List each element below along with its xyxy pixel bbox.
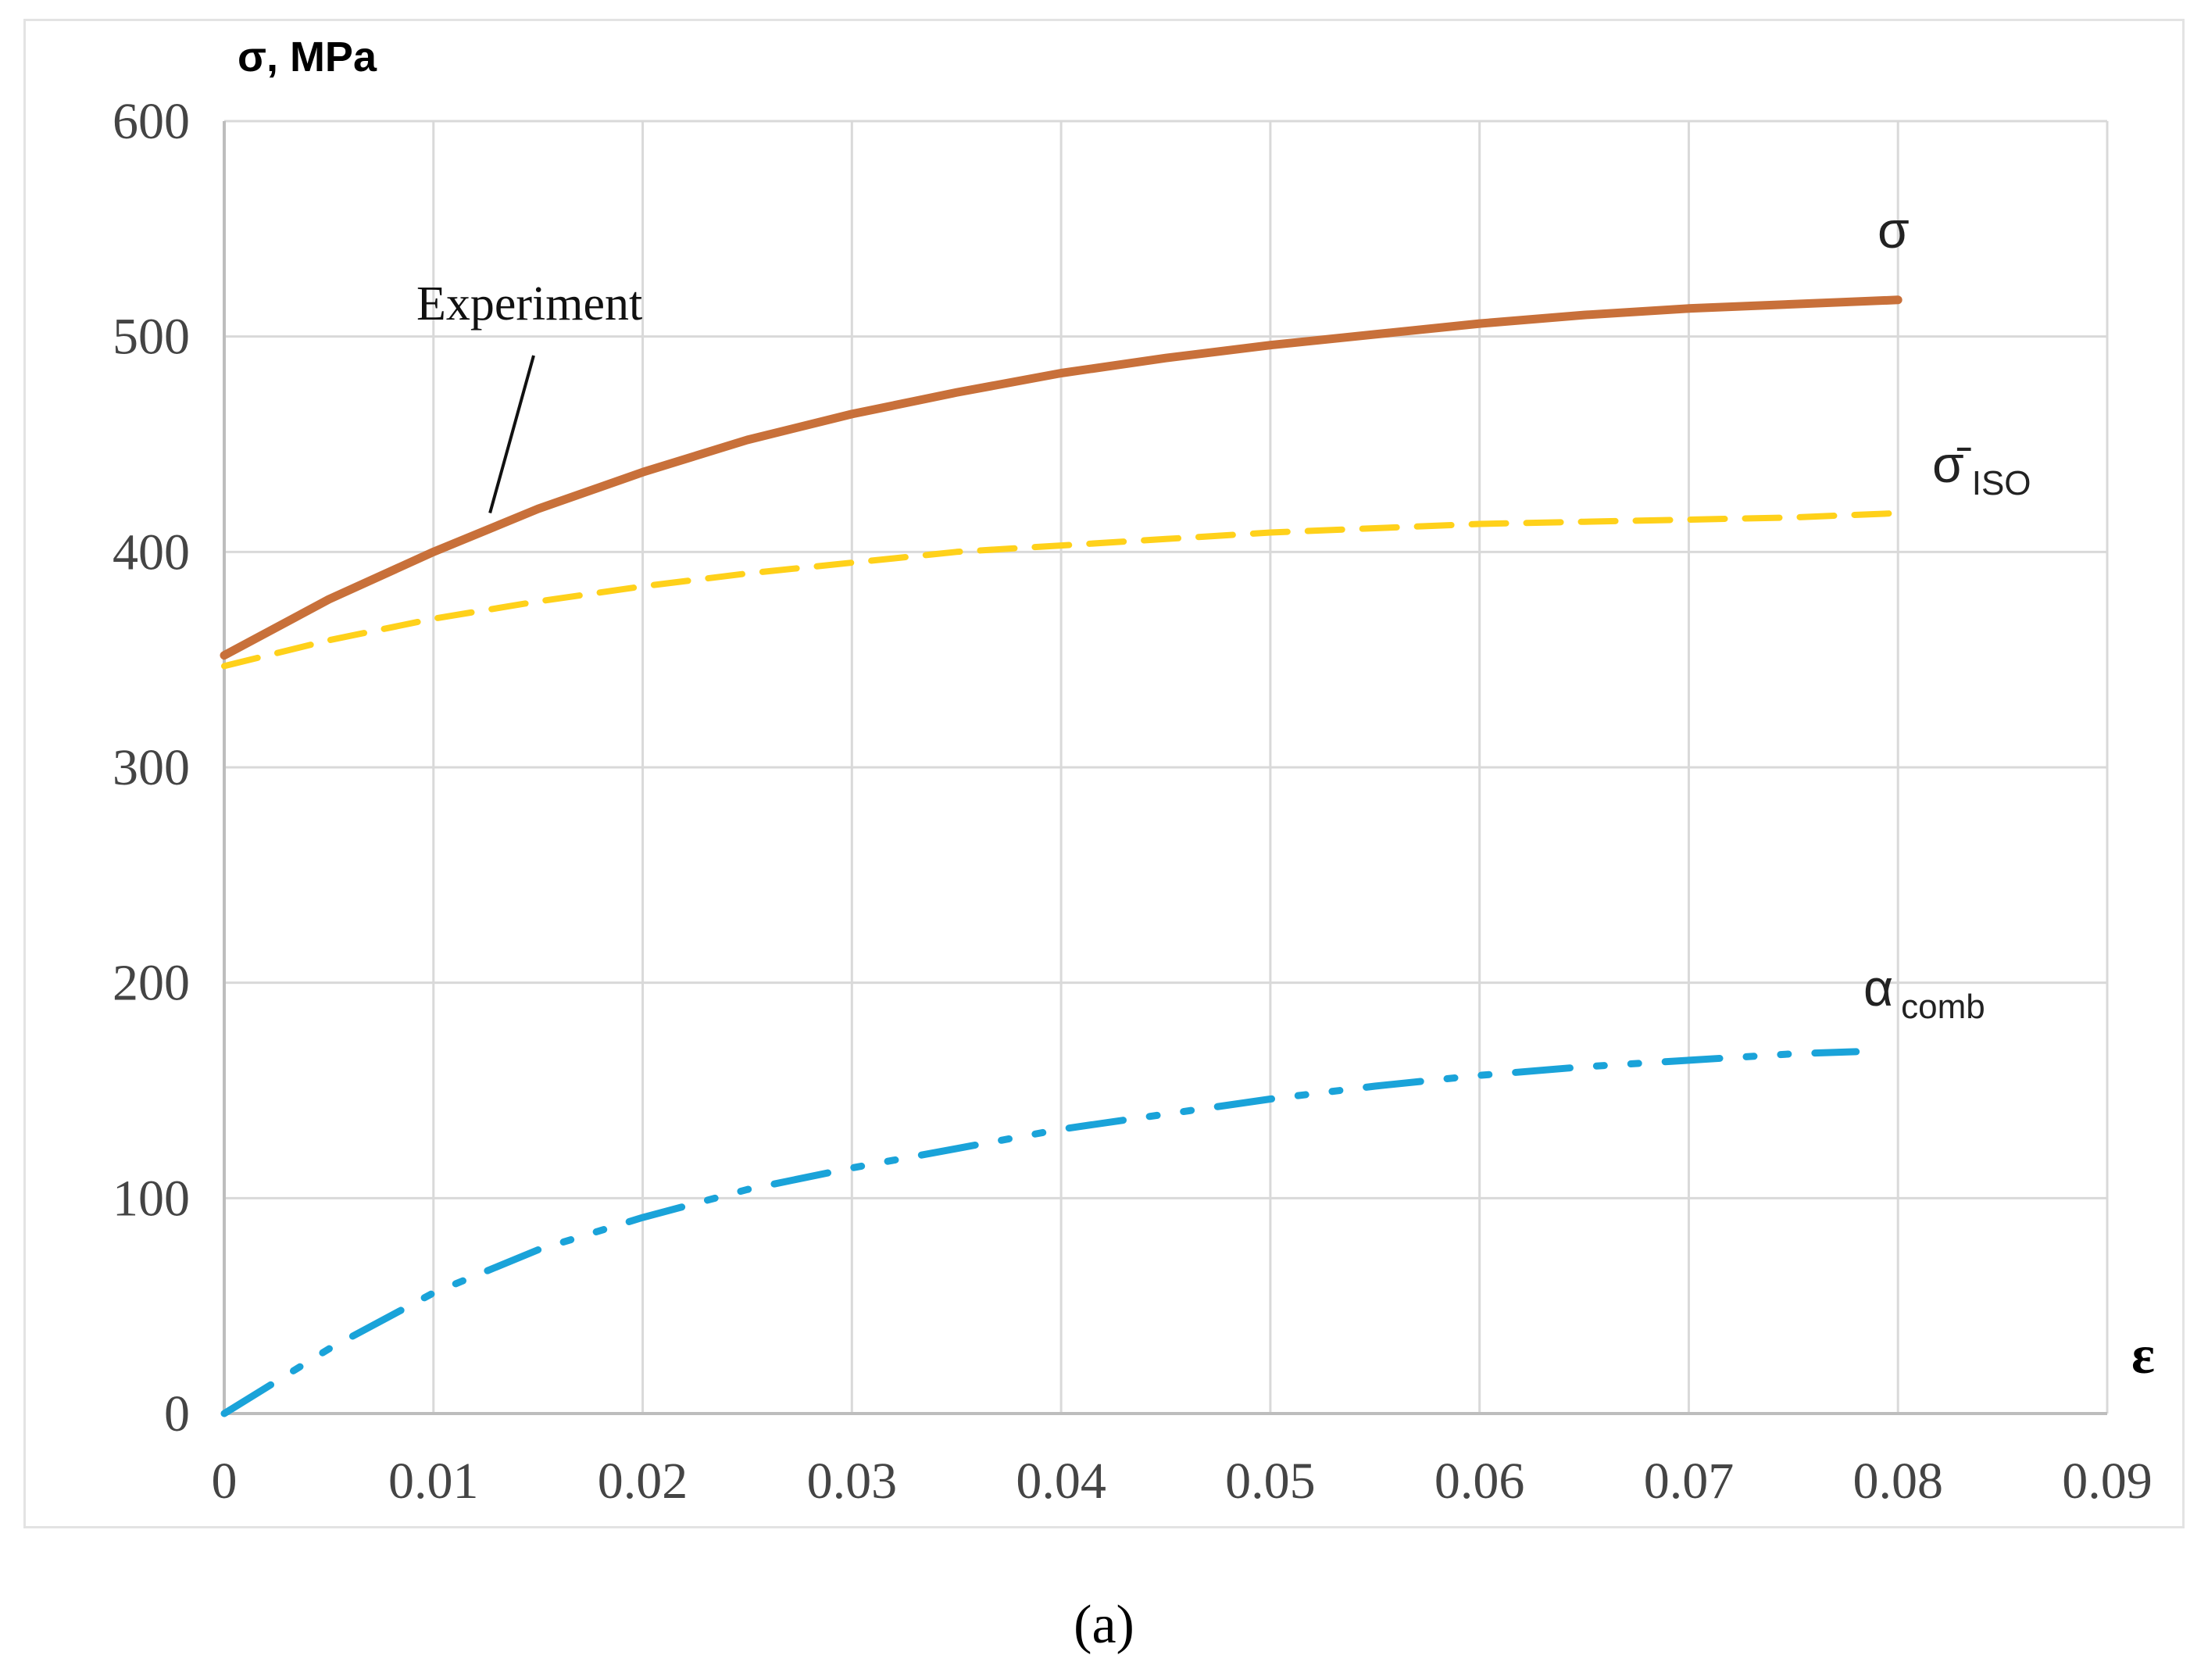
series-label-subscript: ISO [1972,464,2031,502]
annotation-text: Experiment [416,277,642,331]
y-axis-label: σ, MPa [238,34,377,80]
y-tick-label: 400 [113,524,190,581]
series-label: σ̄ ISO [1932,435,2031,502]
series-label: α comb [1863,959,1985,1026]
tick-labels: 0 0.01 0.02 0.03 0.04 0.05 0.06 0.07 0.08 0.09 0 10… [113,93,2153,1510]
series-label: σ [1878,201,1910,259]
x-tick-label: 0.09 [2062,1453,2153,1510]
series-line-dashed [221,509,1902,670]
y-tick-label: 600 [113,93,190,150]
x-tick-label: 0.07 [1644,1453,1735,1510]
x-tick-label: 0.03 [807,1453,898,1510]
y-tick-label: 500 [113,309,190,366]
x-tick-label: 0 [212,1453,238,1510]
x-tick-label: 0.01 [388,1453,479,1510]
x-tick-label: 0.04 [1016,1453,1106,1510]
series-line-dash-dot-dot [220,1048,1860,1417]
series-lines [220,295,1903,1417]
series-labels: σ σ̄ ISO α comb [1863,201,2031,1026]
grid [224,120,2109,1414]
y-tick-label: 200 [113,955,190,1012]
series-label-subscript: comb [1901,988,1985,1026]
y-tick-label: 0 [164,1385,190,1442]
annotation-leader-line [488,355,535,514]
annotations: Experiment [416,277,642,514]
x-tick-label: 0.08 [1853,1453,1943,1510]
y-tick-label: 300 [113,739,190,796]
x-axis-label: ε [2131,1325,2155,1385]
figure-caption: (a) [1074,1595,1134,1655]
y-tick-label: 100 [113,1170,190,1227]
plot-area: 0 0.01 0.02 0.03 0.04 0.05 0.06 0.07 0.08 0.09 0 10… [113,34,2155,1510]
x-tick-label: 0.05 [1225,1453,1316,1510]
x-tick-label: 0.02 [598,1453,688,1510]
chart-frame: 0 0.01 0.02 0.03 0.04 0.05 0.06 0.07 0.08 0.09 0 10… [23,19,2185,1528]
axes [223,121,2107,1415]
x-tick-label: 0.06 [1434,1453,1525,1510]
series-line-solid [220,295,1903,660]
